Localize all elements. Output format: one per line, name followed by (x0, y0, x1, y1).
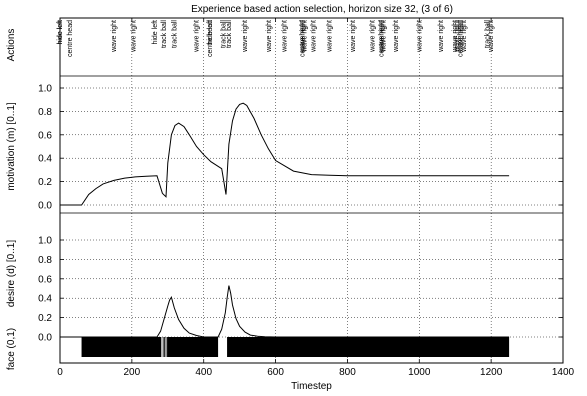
x-tick-label: 0 (57, 367, 63, 378)
desire-axis-label: desire (d) [0..1] (6, 240, 17, 307)
action-label: wave right (242, 20, 249, 53)
x-axis-label: Timestep (291, 381, 332, 392)
action-label: wave right (282, 20, 289, 53)
x-tick-label: 600 (267, 367, 284, 378)
face-segment (81, 337, 162, 357)
desire-line (60, 285, 510, 338)
action-label: centre head (458, 20, 465, 57)
face-segment (164, 337, 165, 357)
action-label: wave right (380, 20, 387, 53)
actions-axis-label: Actions (6, 29, 17, 62)
x-tick-label: 200 (124, 367, 141, 378)
motivation-tick-label: 0.0 (38, 201, 52, 212)
action-label: centre head (300, 20, 307, 57)
action-label: wave right (393, 20, 400, 53)
chart-title: Experience based action selection, horiz… (191, 4, 453, 15)
desire-tick-label: 0.0 (38, 333, 52, 344)
action-label: hide left (207, 20, 214, 45)
action-label: wave right (438, 20, 445, 53)
action-label: wave right (111, 20, 118, 53)
x-tick-label: 400 (195, 367, 212, 378)
action-label: wave right (452, 20, 459, 53)
action-label: hide left (152, 20, 159, 45)
action-label: centre head (67, 20, 74, 57)
action-label: wave right (454, 20, 461, 53)
action-label: track ball (485, 20, 492, 48)
plot-area: 0.0 0.2 0.4 0.6 0.8 1.0 0.0 0.2 0.4 0.6 0.8 1.0 hide… (6, 17, 575, 392)
action-label: wave right (194, 20, 201, 53)
x-tick-label: 1000 (408, 367, 431, 378)
motivation-tick-label: 0.6 (38, 130, 52, 141)
motivation-axis-label: motivation (m) [0..1] (6, 102, 17, 191)
action-label: wave right (310, 20, 317, 53)
face-segment (167, 337, 219, 357)
desire-tick-label: 1.0 (38, 236, 52, 247)
action-label: wave right (301, 20, 308, 53)
action-label: centre head (379, 20, 386, 57)
action-label: wave right (458, 20, 465, 53)
desire-tick-label: 0.4 (38, 294, 52, 305)
action-label: wave right (379, 20, 386, 53)
action-label: wave right (266, 20, 273, 53)
x-tick-label: 1200 (480, 367, 503, 378)
desire-tick-label: 0.6 (38, 274, 52, 285)
action-label: wave right (416, 20, 423, 53)
action-label: track ball (220, 20, 227, 48)
action-label: track ball (161, 20, 168, 48)
action-label: centre head (207, 20, 214, 57)
face-axis-label: face (0,1) (6, 328, 17, 370)
plot-frame (59, 17, 564, 364)
action-label: wave right (326, 20, 333, 53)
face-segment (227, 337, 510, 357)
motivation-tick-label: 1.0 (38, 84, 52, 95)
action-label: wave right (488, 20, 495, 53)
face-segment (165, 337, 167, 357)
action-label: wave right (131, 20, 138, 53)
x-tick-label: 800 (339, 367, 356, 378)
action-label: track ball (171, 20, 178, 48)
action-label: wave right (370, 20, 377, 53)
motivation-tick-label: 0.4 (38, 154, 52, 165)
action-label: track ball (226, 20, 233, 48)
action-label: wave right (350, 20, 357, 53)
motivation-tick-label: 0.8 (38, 107, 52, 118)
desire-tick-label: 0.8 (38, 255, 52, 266)
action-label: wave right (300, 20, 307, 53)
desire-tick-label: 0.2 (38, 313, 52, 324)
motivation-tick-label: 0.2 (38, 177, 52, 188)
action-label: wave right (461, 20, 468, 53)
x-tick-label: 1400 (552, 367, 575, 378)
motivation-line (60, 102, 510, 206)
face-segment (162, 337, 164, 357)
